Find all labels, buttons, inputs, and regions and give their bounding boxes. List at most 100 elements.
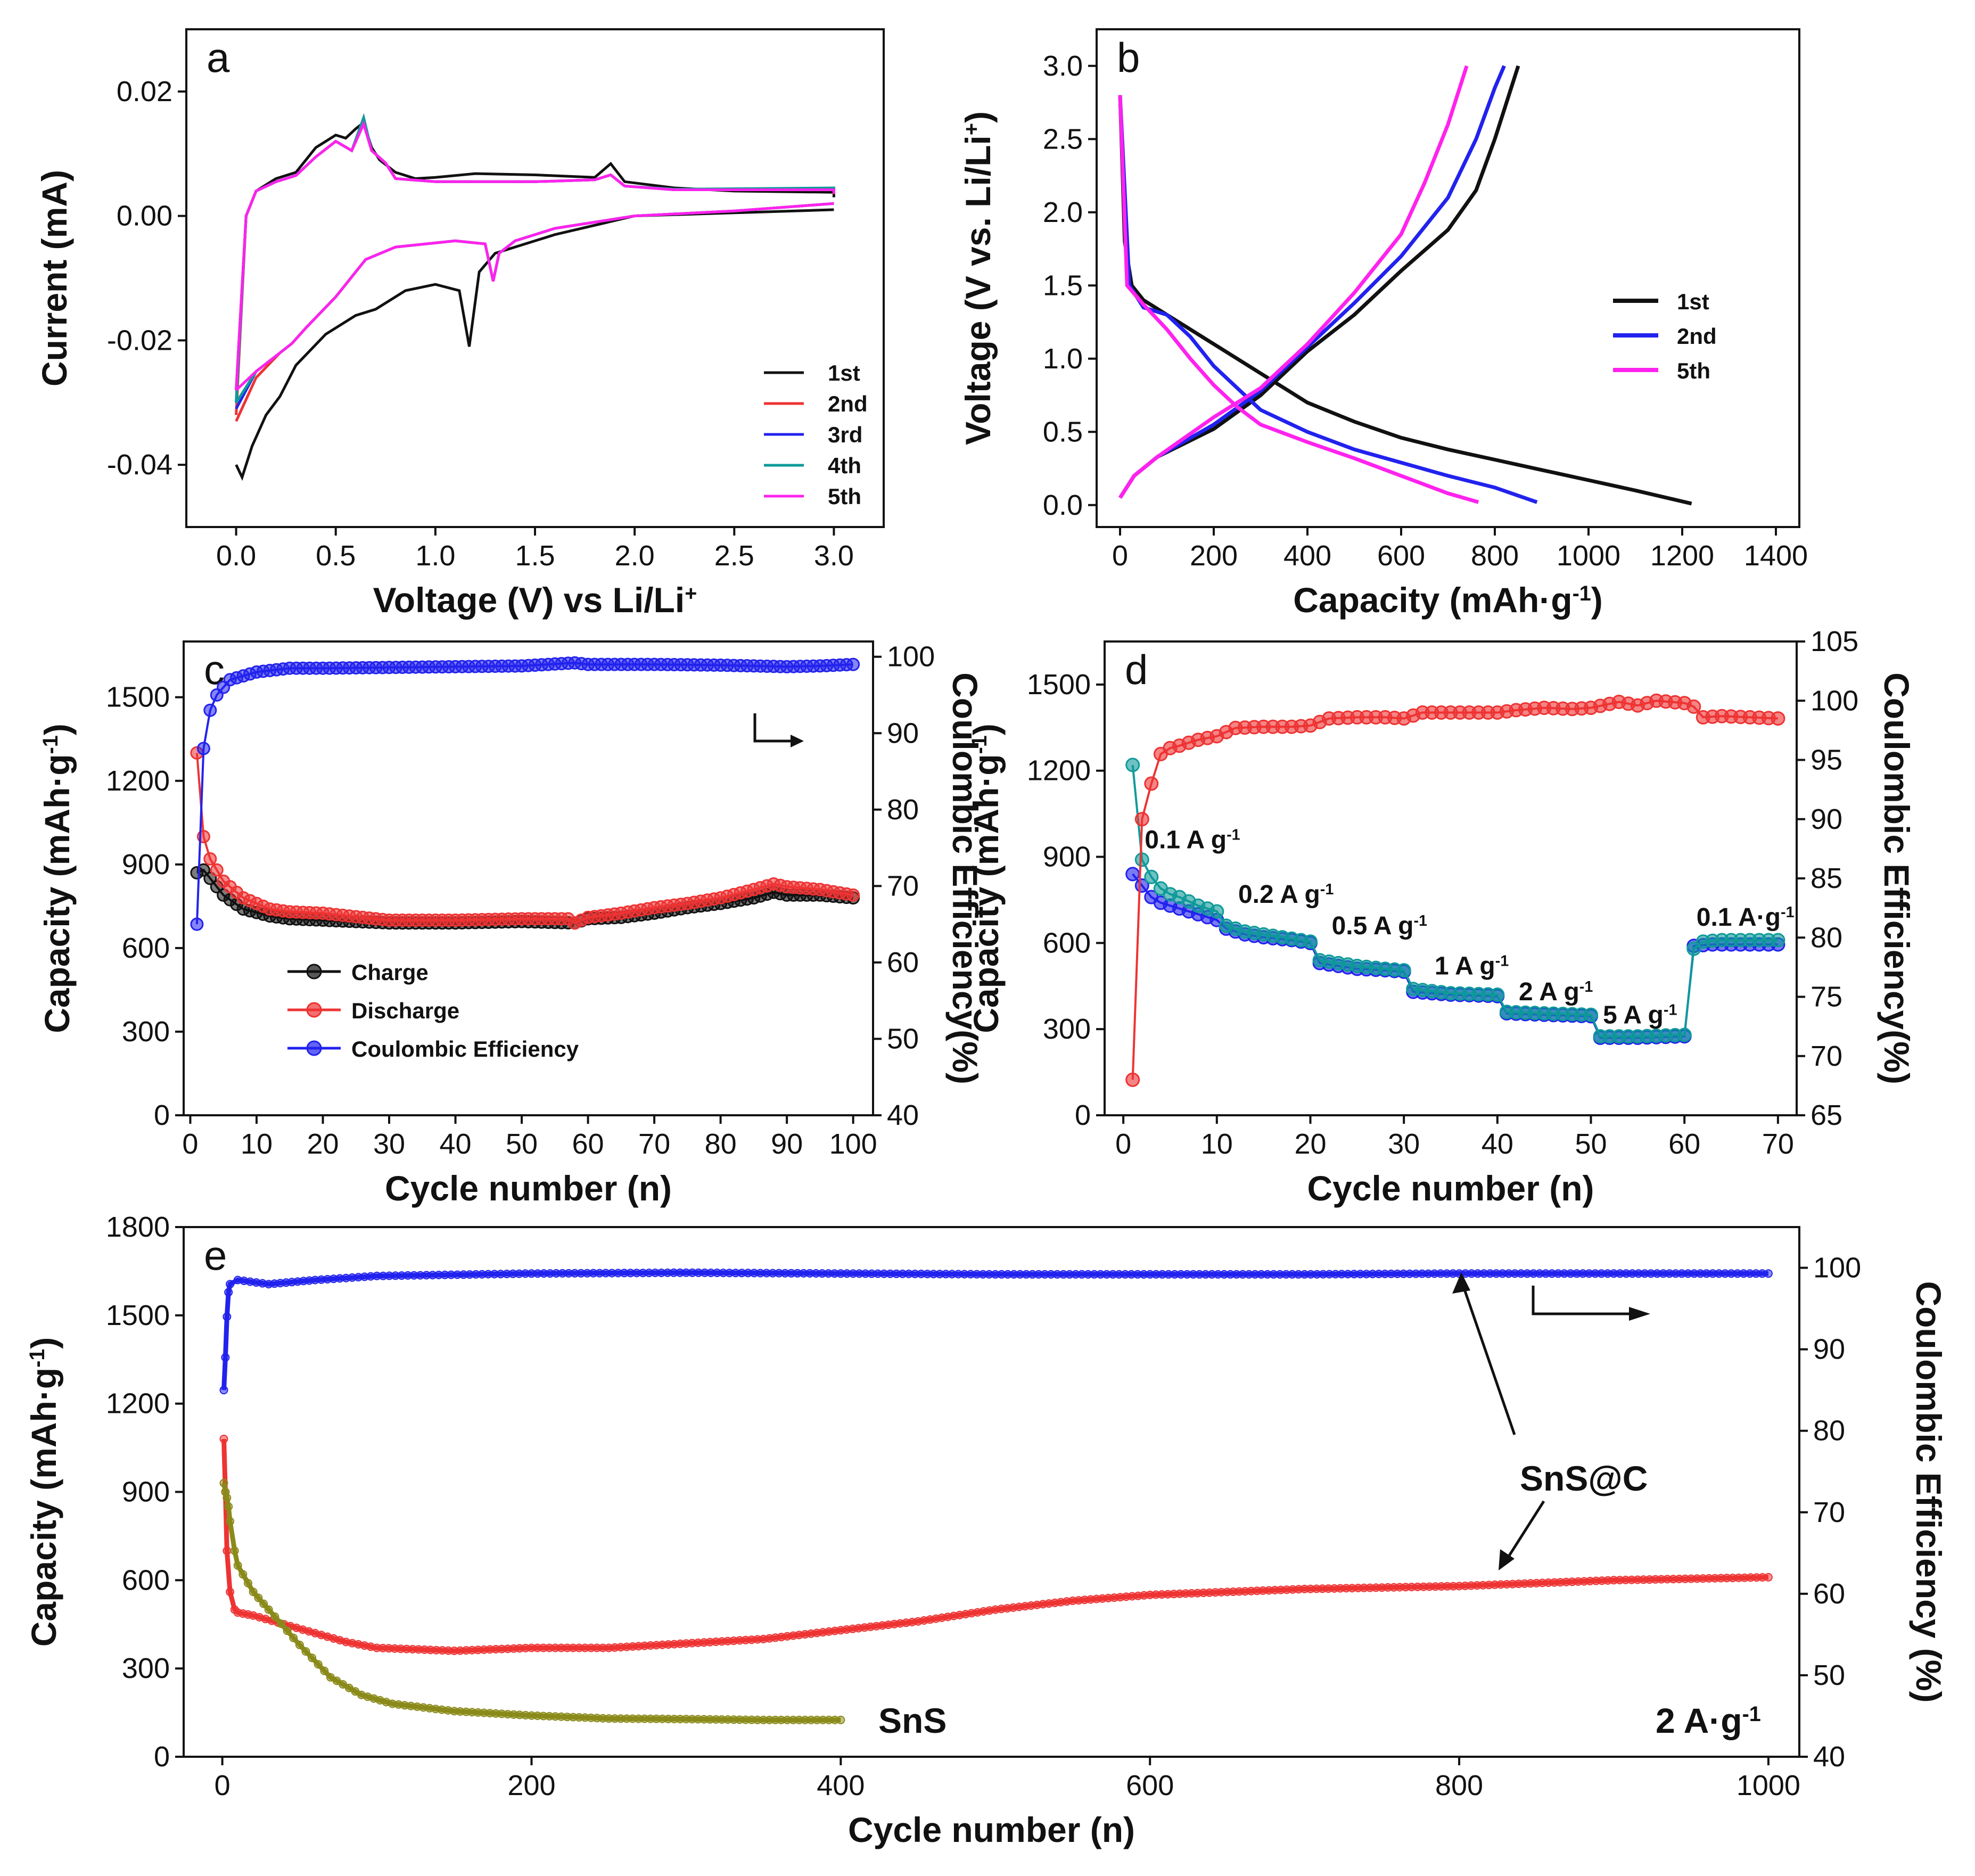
y2-axis-label: Coulombic Efficiency(%) — [1877, 672, 1916, 1084]
rate-label-part: 0.1 A g — [1145, 826, 1227, 854]
y2-tick-label: 105 — [1811, 626, 1858, 657]
x-axis-label-part: Cycle number (n) — [385, 1169, 672, 1208]
rate-label-part: 0.2 A g — [1238, 881, 1320, 909]
rate-label: 5 A g-1 — [1603, 1001, 1677, 1029]
x-tick-label: 70 — [638, 1128, 670, 1160]
data-point — [264, 1605, 273, 1614]
data-point — [1396, 963, 1411, 978]
rate-label-sup: -1 — [1781, 904, 1795, 921]
data-point — [1584, 1007, 1598, 1022]
data-point — [259, 1599, 268, 1608]
data-point — [230, 1546, 239, 1556]
y2-tick-label: 85 — [1811, 862, 1842, 894]
series-2nd — [235, 120, 835, 422]
plot-frame — [185, 28, 885, 528]
plot-frame — [1096, 28, 1800, 528]
x-tick-label: 3.0 — [814, 540, 854, 572]
rate-label-sup: -1 — [1664, 1001, 1677, 1018]
charge-curve-5th — [1118, 65, 1469, 499]
x-axis-label: Cycle number (n) — [1307, 1169, 1594, 1208]
legend-label: 2nd — [1677, 324, 1717, 349]
data-point — [308, 1653, 317, 1663]
x-axis-label: Cycle number (n) — [848, 1810, 1135, 1849]
data-point — [1209, 904, 1224, 919]
data-point — [1125, 758, 1140, 772]
y2-tick-label: 100 — [887, 641, 935, 673]
y-tick-label: 0.0 — [1043, 489, 1083, 521]
rate-label: 2 A·g-1 — [1656, 1701, 1761, 1740]
rate-label-part: 5 A g — [1603, 1001, 1664, 1029]
y-axis-label: Capacity (mAh·g-1) — [966, 723, 1006, 1033]
legend-label: 5th — [828, 484, 861, 509]
data-point — [223, 1312, 232, 1321]
panel-letter: d — [1125, 646, 1148, 693]
data-point — [1125, 867, 1140, 882]
rate-label-sup: -1 — [1495, 953, 1509, 970]
data-point — [314, 1660, 323, 1669]
legend-marker — [306, 964, 322, 980]
rate-label-part: 2 A g — [1519, 978, 1579, 1006]
y-axis-label-part: ) — [958, 111, 998, 123]
data-point — [301, 1647, 310, 1656]
data-point — [1125, 1072, 1140, 1087]
y-axis-label-sup: -1 — [968, 735, 991, 754]
y-tick-label: 600 — [1043, 927, 1091, 959]
y2-tick-label: 50 — [887, 1023, 919, 1055]
x-axis-label-part: ) — [1591, 580, 1603, 620]
panel-letter: e — [204, 1232, 227, 1279]
y-tick-label: 0.00 — [117, 200, 172, 232]
y2-tick-label: 40 — [1813, 1741, 1845, 1773]
x-tick-label: 50 — [506, 1128, 538, 1160]
y-axis-label-part: Voltage (V vs. Li/Li — [958, 135, 998, 445]
x-tick-label: 800 — [1435, 1770, 1483, 1801]
cv-curve-oxidation-2nd — [235, 120, 835, 415]
data-point — [351, 1687, 360, 1696]
panel-e: 0 200 400 600 800 1000 0 300 600 900 1200 1500 1800 C… — [24, 1211, 1948, 1849]
data-point — [1144, 869, 1159, 884]
y2-tick-label: 100 — [1811, 685, 1858, 717]
series-4th — [235, 113, 835, 404]
x-tick-label: 1.0 — [415, 540, 455, 572]
legend-label: 5th — [1677, 358, 1710, 383]
x-tick-label: 90 — [771, 1128, 803, 1160]
y-tick-label: -0.04 — [107, 449, 172, 481]
legend-label: Coulombic Efficiency — [351, 1036, 579, 1062]
data-point — [1134, 812, 1149, 827]
y-tick-label: 1.0 — [1043, 343, 1083, 375]
cv-curve-reduction-5th — [235, 202, 834, 391]
charge-curve-1st — [1118, 65, 1520, 499]
y-tick-label: 0.02 — [117, 76, 172, 108]
data-point — [846, 657, 860, 671]
y-axis-label-sup: -1 — [39, 735, 62, 754]
rate-label: 0.5 A g-1 — [1332, 912, 1427, 940]
data-point — [289, 1633, 298, 1642]
y-axis-label-part: ) — [966, 723, 1006, 735]
data-point — [1686, 699, 1701, 714]
rate-label-part: 2 A·g — [1656, 1701, 1742, 1740]
x-tick-label: 1.5 — [515, 540, 555, 572]
x-tick-label: 60 — [1668, 1128, 1700, 1160]
x-axis-label-sup: + — [685, 582, 697, 605]
x-tick-label: 800 — [1471, 540, 1519, 572]
series-SnS-C-Capacity — [219, 1435, 1773, 1655]
data-point — [223, 1493, 232, 1502]
series-line — [221, 1270, 1768, 1390]
y2-axis-label: Coulombic Efficiency (%) — [1909, 1281, 1948, 1702]
y-axis-label-sup: + — [960, 123, 983, 135]
y-tick-label: 600 — [122, 932, 170, 964]
rate-label: 2 A g-1 — [1519, 978, 1593, 1006]
data-point — [326, 1673, 335, 1682]
cv-curve-oxidation-4th — [235, 113, 835, 403]
arrow-to-ce — [1460, 1280, 1516, 1435]
arrow-head — [791, 735, 804, 747]
y-tick-label: 900 — [1043, 841, 1091, 873]
data-point — [224, 1502, 233, 1511]
y-tick-label: 1500 — [1027, 669, 1091, 701]
y-tick-label: 900 — [122, 1476, 170, 1508]
x-tick-label: 0.5 — [316, 540, 356, 572]
legend-label: 1st — [828, 360, 860, 385]
series-Discharge — [190, 746, 860, 930]
y-tick-label: 0.5 — [1043, 416, 1083, 448]
series-3rd — [235, 117, 835, 410]
